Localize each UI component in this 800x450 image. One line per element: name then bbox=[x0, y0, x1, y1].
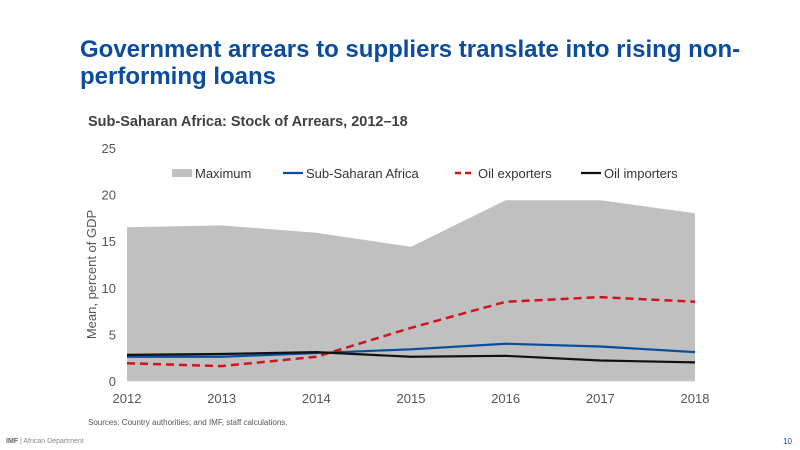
legend-swatch-maximum bbox=[172, 169, 192, 177]
chart-title: Sub-Saharan Africa: Stock of Arrears, 20… bbox=[88, 114, 408, 130]
series-line-oil-exporters bbox=[126, 295, 696, 368]
x-tick-label: 2014 bbox=[302, 391, 331, 406]
footer-org: IMF | African Department bbox=[6, 438, 84, 445]
y-tick-label: 10 bbox=[102, 281, 116, 296]
page-number: 10 bbox=[783, 437, 792, 446]
series-line-oil-importers bbox=[126, 351, 696, 364]
slide-title: Government arrears to suppliers translat… bbox=[80, 36, 741, 90]
y-axis-label: Mean, percent of GDP bbox=[84, 210, 99, 339]
footer-department: African Department bbox=[23, 438, 84, 445]
legend-label-oil-exporters: Oil exporters bbox=[478, 166, 552, 181]
series-area-maximum bbox=[127, 200, 695, 381]
y-tick-label: 20 bbox=[102, 188, 116, 203]
legend-label-oil-importers: Oil importers bbox=[604, 166, 678, 181]
x-tick-label: 2017 bbox=[586, 391, 615, 406]
x-tick-label: 2013 bbox=[207, 391, 236, 406]
footer-separator: | bbox=[18, 438, 24, 445]
y-tick-label: 15 bbox=[102, 234, 116, 249]
series-line-sub-saharan-africa bbox=[127, 342, 696, 358]
y-tick-label: 5 bbox=[109, 327, 116, 342]
y-tick-label: 0 bbox=[109, 374, 116, 389]
x-tick-label: 2018 bbox=[681, 391, 710, 406]
x-tick-label: 2012 bbox=[113, 391, 142, 406]
y-tick-label: 25 bbox=[102, 141, 116, 156]
sources-note: Sources: Country authorities; and IMF, s… bbox=[88, 418, 288, 427]
x-tick-label: 2015 bbox=[397, 391, 426, 406]
legend-label-sub-saharan-africa: Sub-Saharan Africa bbox=[306, 166, 420, 181]
x-tick-label: 2016 bbox=[491, 391, 520, 406]
legend-label-maximum: Maximum bbox=[195, 166, 251, 181]
footer-org-name: IMF bbox=[6, 438, 19, 445]
